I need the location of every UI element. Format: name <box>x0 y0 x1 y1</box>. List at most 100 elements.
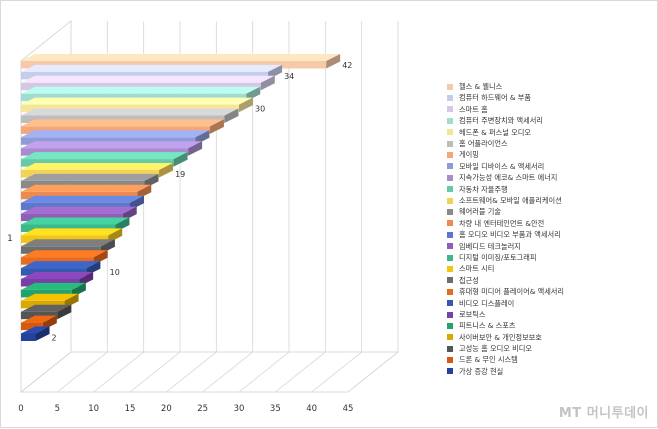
legend-item: 홈 오디오 비디오 부품과 액세서리 <box>447 229 657 240</box>
legend-swatch <box>447 186 453 193</box>
grid-line <box>311 21 363 393</box>
data-label: 34 <box>284 72 294 81</box>
data-label: 2 <box>52 334 57 343</box>
x-tick-label: 5 <box>55 404 60 414</box>
legend-item: 게이밍 <box>447 149 657 160</box>
grid-line <box>166 21 217 393</box>
bar <box>21 217 130 232</box>
legend-swatch <box>447 334 453 341</box>
legend-label: 가상 증강 현실 <box>459 366 504 376</box>
legend-item: 차량 내 엔터테인먼트 &안전 <box>447 218 657 229</box>
legend-swatch <box>447 174 453 181</box>
bar <box>21 184 152 200</box>
data-label: 42 <box>342 61 352 70</box>
bar <box>21 119 224 134</box>
bar <box>21 326 50 341</box>
legend-item: 비디오 디스플레이 <box>447 297 657 308</box>
grid-line <box>238 21 290 393</box>
legend-label: 차량 내 엔터테인먼트 &안전 <box>459 218 545 228</box>
grid-line <box>347 21 399 393</box>
legend-label: 게이밍 <box>459 150 479 160</box>
legend-swatch <box>447 345 453 352</box>
legend-label: 컴퓨터 하드웨어 & 부품 <box>459 93 531 103</box>
floor <box>19 351 400 393</box>
legend-swatch <box>447 163 453 170</box>
x-tick-label: 30 <box>234 404 245 414</box>
grid-line <box>202 21 254 393</box>
legend-item: 소프트웨어& 모바일 애플리케이션 <box>447 195 657 206</box>
legend-label: 비디오 디스플레이 <box>459 298 515 308</box>
legend-item: 헬스 & 웰니스 <box>447 81 657 92</box>
legend-item: 드론 & 무인 시스템 <box>447 354 657 365</box>
legend-label: 웨어러블 기술 <box>459 207 501 217</box>
legend-label: 드론 & 무인 시스템 <box>459 355 518 365</box>
data-label: 10 <box>110 268 120 277</box>
legend-swatch <box>447 311 453 318</box>
legend-swatch <box>447 265 453 272</box>
legend-swatch <box>447 322 453 329</box>
bar <box>21 239 115 254</box>
legend-label: 헤드폰 & 퍼스널 오디오 <box>459 127 531 137</box>
legend-item: 가상 증강 현실 <box>447 366 657 377</box>
bar <box>21 293 79 309</box>
bar <box>21 54 341 69</box>
legend-swatch <box>447 368 453 375</box>
legend-item: 컴퓨터 주변장치와 액세서리 <box>447 115 657 126</box>
x-tick-label: 25 <box>197 404 208 414</box>
legend-swatch <box>447 140 453 147</box>
value-axis: 0 5 10 15 20 25 30 35 40 45 1 <box>7 234 353 414</box>
x-tick-label: 35 <box>270 404 281 414</box>
x-tick-label: 0 <box>18 404 23 414</box>
legend-item: 고성능 홈 오디오 비디오 <box>447 343 657 354</box>
legend-item: 피트니스 & 스포츠 <box>447 320 657 331</box>
legend-label: 모바일 디바이스 & 액세서리 <box>459 161 545 171</box>
x-tick-label: 40 <box>306 404 317 414</box>
legend-swatch <box>447 277 453 284</box>
legend-swatch <box>447 357 453 364</box>
bar <box>21 304 72 320</box>
legend-swatch <box>447 95 453 102</box>
legend-label: 사이버보안 & 개인정보보호 <box>459 332 542 342</box>
bar <box>21 206 137 222</box>
legend-item: 웨어러블 기술 <box>447 206 657 217</box>
data-label: 30 <box>255 105 265 114</box>
bar <box>21 130 210 145</box>
legend-item: 컴퓨터 하드웨어 & 부품 <box>447 92 657 103</box>
legend-swatch <box>447 254 453 261</box>
data-labels: 42 34 30 19 10 2 <box>52 61 353 343</box>
legend-label: 홈 어플라이언스 <box>459 139 508 149</box>
legend-swatch <box>447 83 453 90</box>
bar <box>21 173 159 189</box>
bar <box>21 75 275 91</box>
x-tick-label: 45 <box>343 404 354 414</box>
bar <box>21 64 283 80</box>
bar <box>21 141 203 156</box>
bar <box>21 282 86 298</box>
legend-item: 디지털 이미징/포토그래피 <box>447 252 657 263</box>
legend-swatch <box>447 220 453 227</box>
legend-label: 스마트 홈 <box>459 104 488 114</box>
legend-label: 컴퓨터 주변장치와 액세서리 <box>459 116 543 126</box>
legend-swatch <box>447 117 453 124</box>
bar <box>21 152 188 167</box>
bar <box>21 97 253 113</box>
legend-label: 임베디드 테크놀러지 <box>459 241 521 251</box>
bar <box>21 315 57 331</box>
bar <box>21 108 239 123</box>
legend-swatch <box>447 288 453 295</box>
legend-label: 고성능 홈 오디오 비디오 <box>459 344 532 354</box>
bar <box>21 272 94 287</box>
legend-swatch <box>447 243 453 250</box>
legend-item: 헤드폰 & 퍼스널 오디오 <box>447 127 657 138</box>
legend-label: 지속가능성 에코& 스마트 에너지 <box>459 173 558 183</box>
legend-swatch <box>447 106 453 113</box>
legend-swatch <box>447 197 453 204</box>
bar <box>21 228 123 243</box>
bar <box>21 261 101 276</box>
legend-label: 피트니스 & 스포츠 <box>459 321 516 331</box>
legend-label: 스마트 시티 <box>459 264 495 274</box>
legend-item: 로보틱스 <box>447 309 657 320</box>
